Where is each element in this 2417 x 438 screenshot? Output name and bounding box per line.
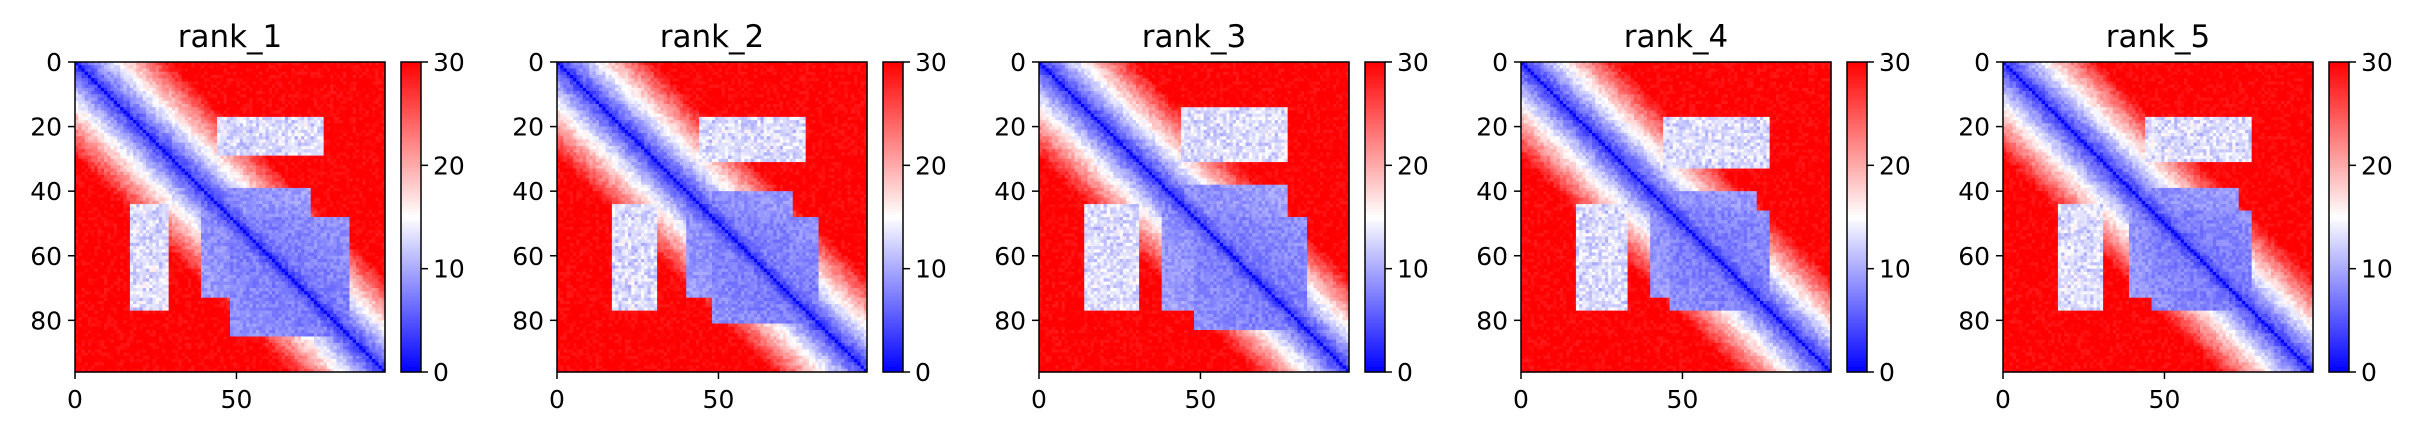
panel-title: rank_1 [178, 19, 283, 55]
heatmap-cells [75, 62, 386, 373]
